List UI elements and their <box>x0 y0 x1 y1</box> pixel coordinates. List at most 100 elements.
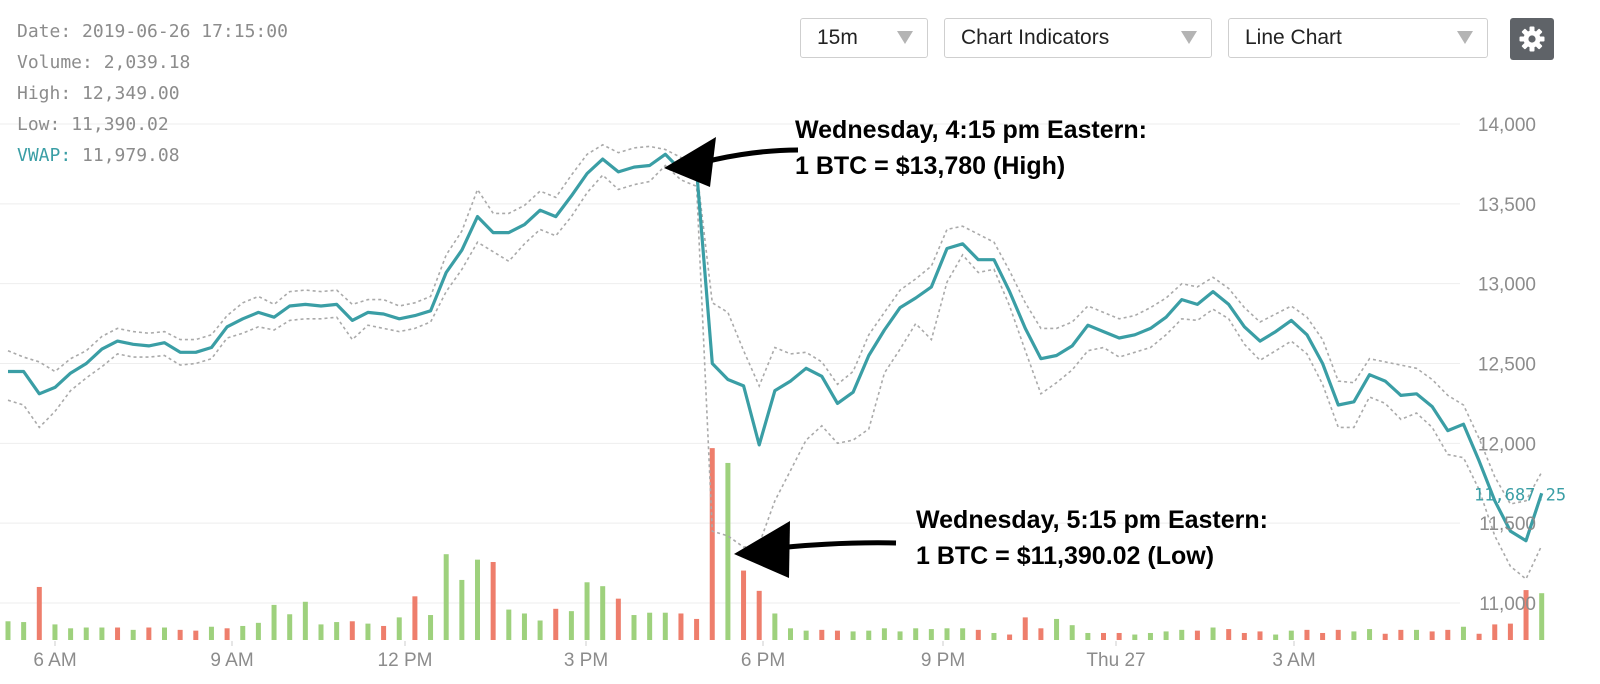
price-line <box>8 152 1544 543</box>
volume-bar <box>944 628 950 640</box>
x-tick-label: 6 AM <box>33 650 76 671</box>
volume-bar <box>208 626 214 640</box>
volume-bar <box>5 621 11 640</box>
volume-bar <box>349 621 355 640</box>
volume-bar <box>1460 626 1466 640</box>
chart-type-select[interactable]: Line Chart <box>1228 18 1488 58</box>
volume-bar <box>412 596 418 640</box>
volume-bar <box>396 617 402 640</box>
volume-bar <box>866 630 872 640</box>
info-date: Date: 2019-06-26 17:15:00 <box>17 21 288 42</box>
volume-bar <box>240 625 246 640</box>
volume-bar <box>1398 629 1404 640</box>
gridlines <box>0 123 1460 604</box>
volume-bar <box>694 618 700 640</box>
volume-bar <box>1445 629 1451 640</box>
volume-bar <box>99 627 105 640</box>
volume-bar <box>506 609 512 640</box>
volume-bar <box>568 611 574 640</box>
volume-bar <box>1320 632 1326 640</box>
volume-bar <box>553 608 559 640</box>
y-tick-label: 11,000 <box>1479 594 1536 615</box>
volume-bar <box>1429 631 1435 640</box>
high-annotation: Wednesday, 4:15 pm Eastern: 1 BTC = $13,7… <box>795 116 1147 180</box>
volume-bar <box>741 570 747 640</box>
price-series <box>8 152 1544 543</box>
volume-bar <box>1367 629 1373 640</box>
volume-bar <box>1069 625 1075 640</box>
settings-button[interactable] <box>1510 18 1554 60</box>
volume-bar <box>1257 631 1263 640</box>
volume-bar <box>115 627 121 640</box>
current-price-label: 11,687.25 <box>1474 485 1566 505</box>
volume-bar <box>428 615 434 640</box>
interval-select[interactable]: 15m <box>800 18 928 58</box>
volume-bar <box>1038 628 1044 640</box>
volume-bar <box>647 612 653 640</box>
volume-bar <box>130 629 136 640</box>
volume-bar <box>177 629 183 640</box>
volume-bar <box>83 627 89 640</box>
volume-bar <box>1304 629 1310 640</box>
volume-bar <box>1147 632 1153 640</box>
volume-bar <box>1523 590 1529 640</box>
x-tick-label: 6 PM <box>741 650 785 671</box>
x-tick-label: 9 PM <box>921 650 965 671</box>
volume-bar <box>600 586 606 640</box>
info-volume: Volume: 2,039.18 <box>17 52 191 73</box>
ohlc-info-panel: Date: 2019-06-26 17:15:00 Volume: 2,039.… <box>17 16 288 171</box>
low-annotation: Wednesday, 5:15 pm Eastern: 1 BTC = $11,3… <box>916 506 1268 570</box>
gear-icon <box>1519 26 1545 52</box>
volume-bar <box>1132 634 1138 640</box>
volume-bar <box>1335 629 1341 640</box>
volume-bar <box>1382 633 1388 640</box>
volume-bar <box>788 628 793 640</box>
volume-bar <box>224 628 230 640</box>
volume-bar <box>1022 617 1028 640</box>
volume-bar <box>709 448 715 640</box>
volume-bar <box>991 632 997 640</box>
volume-bar <box>819 629 825 640</box>
volume-bar <box>1226 629 1232 640</box>
chart-type-select-value: Line Chart <box>1245 26 1342 49</box>
chevron-down-icon <box>1181 31 1197 44</box>
volume-bar <box>897 631 903 640</box>
x-tick-label: 3 PM <box>564 650 608 671</box>
volume-bar <box>521 613 527 640</box>
y-tick-label: 13,500 <box>1478 195 1536 216</box>
volume-bar <box>36 586 42 640</box>
volume-bar <box>756 590 762 640</box>
volume-bar <box>490 562 496 640</box>
volume-bar <box>287 614 293 640</box>
volume-bar <box>928 629 934 640</box>
volume-bar <box>1414 629 1419 640</box>
volume-bar <box>459 579 465 640</box>
x-tick-label: 9 AM <box>210 650 253 671</box>
volume-bar <box>1539 593 1545 640</box>
info-vwap: VWAP: 11,979.08 <box>17 145 180 166</box>
volume-bar <box>1163 631 1169 640</box>
volume-bar <box>834 630 840 640</box>
volume-bar <box>1351 631 1357 640</box>
volume-bar <box>52 624 58 640</box>
volume-bar <box>1179 629 1185 640</box>
volume-bar <box>193 630 199 640</box>
y-axis: 11,000 11,500 12,000 12,500 13,000 13,500 14,0… <box>1474 115 1566 615</box>
volume-bar <box>162 627 167 640</box>
volume-bar <box>803 630 809 640</box>
volume-bar <box>146 627 152 640</box>
volume-bar <box>960 628 966 640</box>
volume-bar <box>255 622 261 640</box>
volume-bar <box>850 631 856 640</box>
volume-bar <box>381 625 387 640</box>
indicators-select[interactable]: Chart Indicators <box>944 18 1212 58</box>
y-tick-label: 12,000 <box>1478 434 1536 455</box>
volume-bar <box>881 628 887 640</box>
interval-select-value: 15m <box>817 26 858 49</box>
volume-bar <box>1476 633 1482 640</box>
volume-bar <box>615 598 621 640</box>
volume-bar <box>913 628 919 640</box>
volume-bar <box>475 559 480 640</box>
volume-bar <box>1116 632 1122 640</box>
